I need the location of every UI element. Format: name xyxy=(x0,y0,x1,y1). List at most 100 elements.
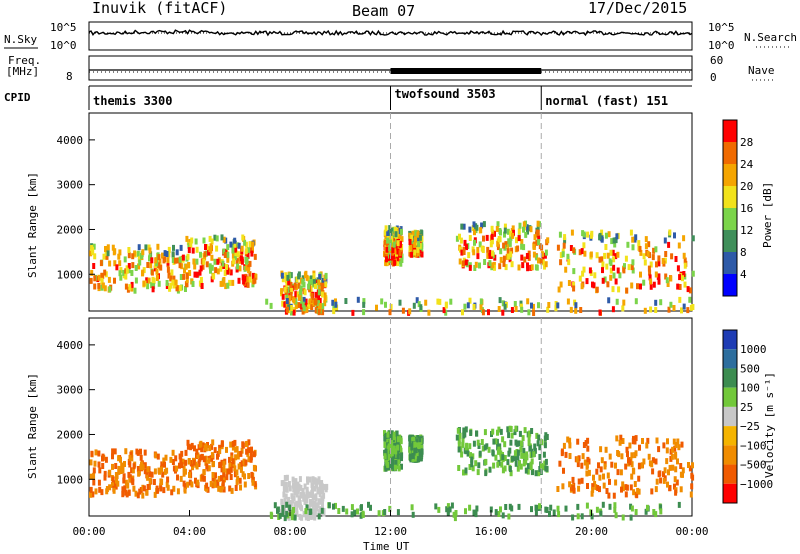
power-cell xyxy=(241,234,245,241)
velocity-cell xyxy=(677,444,681,451)
power-cell xyxy=(344,298,348,304)
x-tick-label: 12:00 xyxy=(374,525,407,538)
power-cell xyxy=(649,278,653,285)
velocity-cell xyxy=(128,461,132,468)
velocity-cell xyxy=(97,479,101,486)
velocity-cell xyxy=(592,474,595,481)
velocity-cell xyxy=(491,449,495,456)
velocity-cell xyxy=(194,477,197,484)
velocity-cell xyxy=(400,455,403,462)
power-cell xyxy=(321,282,324,289)
velocity-cell xyxy=(317,498,321,505)
power-cell xyxy=(514,306,518,312)
power-cell xyxy=(178,285,182,292)
velocity-cell xyxy=(499,450,503,457)
velocity-cell xyxy=(474,460,478,467)
power-cell xyxy=(618,272,622,279)
velocity-cell xyxy=(621,514,625,521)
velocity-cell xyxy=(298,476,302,483)
power-cell xyxy=(536,220,540,227)
power-cell xyxy=(99,260,103,267)
power-cell xyxy=(148,247,152,254)
power-cell xyxy=(616,267,620,274)
velocity-cell xyxy=(412,437,416,444)
power-colorbar-swatch xyxy=(723,208,737,230)
velocity-cell xyxy=(322,492,326,499)
power-cell xyxy=(108,286,112,293)
velocity-cell xyxy=(218,444,222,451)
power-cell xyxy=(647,265,651,272)
velocity-cell xyxy=(103,474,107,481)
velocity-cell xyxy=(161,471,165,478)
power-cell xyxy=(517,235,521,242)
power-cell xyxy=(399,260,403,267)
velocity-cell xyxy=(108,469,112,476)
power-cell xyxy=(305,274,309,281)
power-cell xyxy=(174,279,178,286)
velocity-cell xyxy=(408,435,412,442)
noise-trace xyxy=(88,29,693,37)
power-cell xyxy=(462,223,466,230)
power-cell xyxy=(295,276,299,283)
velocity-colorbar-tick-label: 25 xyxy=(740,401,753,414)
power-cell xyxy=(247,247,251,254)
velocity-cell xyxy=(468,464,472,470)
velocity-cell xyxy=(666,481,669,488)
velocity-colorbar-swatch xyxy=(723,464,737,484)
power-ylabel: Slant Range [km] xyxy=(26,172,39,278)
power-cell xyxy=(482,221,486,228)
velocity-cell xyxy=(239,466,243,473)
velocity-cell xyxy=(618,439,622,446)
power-cell xyxy=(511,232,515,239)
power-cell xyxy=(691,270,695,277)
power-cell xyxy=(529,226,533,233)
power-cell xyxy=(688,287,692,294)
velocity-cell xyxy=(388,505,392,512)
power-cell xyxy=(305,306,309,313)
nsearch-tick-bottom: 10^0 xyxy=(708,39,735,52)
velocity-cell xyxy=(504,504,508,510)
power-cell xyxy=(193,263,197,270)
velocity-cell xyxy=(602,482,606,489)
velocity-cell xyxy=(386,449,390,456)
power-cell xyxy=(483,259,487,265)
velocity-cell xyxy=(309,499,312,505)
power-cell xyxy=(102,253,106,260)
beam-title: Beam 07 xyxy=(352,2,415,20)
power-cell xyxy=(150,257,154,264)
power-cell xyxy=(309,275,313,282)
velocity-cell xyxy=(92,472,96,479)
power-cell xyxy=(317,279,321,286)
velocity-cell xyxy=(195,463,199,470)
velocity-cell xyxy=(229,441,233,448)
power-cell xyxy=(537,235,541,242)
power-cell xyxy=(524,231,528,238)
power-cell xyxy=(561,251,565,258)
velocity-cell xyxy=(521,435,525,442)
velocity-cell xyxy=(306,515,310,521)
power-colorbar-swatch xyxy=(723,164,737,186)
power-cell xyxy=(317,300,320,307)
power-cell xyxy=(559,252,563,259)
velocity-cell xyxy=(112,487,116,494)
power-cell xyxy=(609,249,613,256)
noise-panel-frame xyxy=(88,21,693,51)
velocity-cell xyxy=(312,478,316,485)
power-cell xyxy=(289,292,293,298)
velocity-cell xyxy=(176,474,179,481)
velocity-cell xyxy=(387,454,391,460)
velocity-cell xyxy=(186,443,190,450)
power-cell xyxy=(215,245,219,252)
power-cell xyxy=(317,294,320,301)
velocity-cell xyxy=(392,434,396,441)
freq-tick: 8 xyxy=(66,70,73,83)
velocity-cell xyxy=(303,499,307,505)
power-cell xyxy=(386,230,390,236)
power-cell xyxy=(460,223,464,230)
power-cell xyxy=(234,250,238,257)
power-cell xyxy=(510,247,514,254)
power-cell xyxy=(115,264,119,271)
power-cell xyxy=(190,237,194,244)
velocity-cell xyxy=(115,473,119,480)
velocity-cell xyxy=(624,491,628,498)
